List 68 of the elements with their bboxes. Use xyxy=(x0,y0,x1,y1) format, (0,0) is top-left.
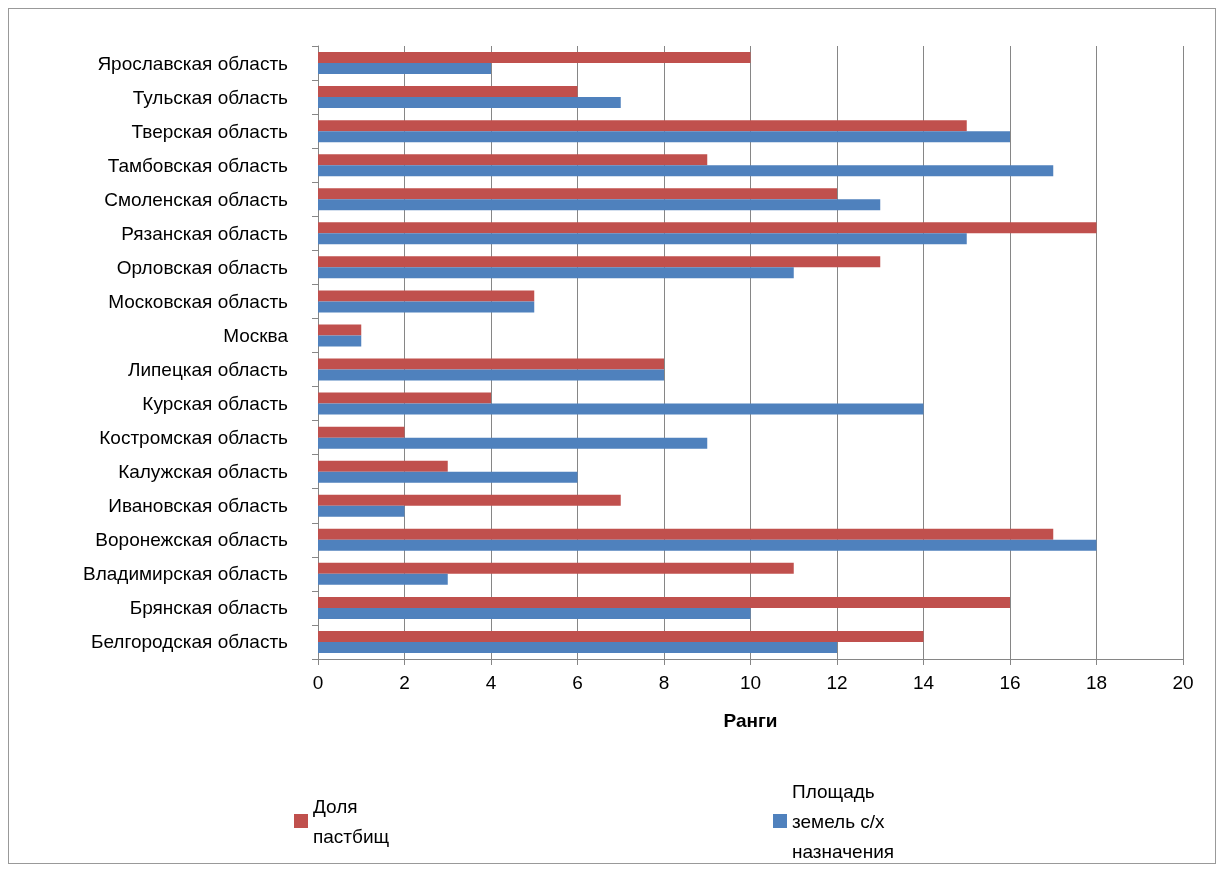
x-tick-label: 14 xyxy=(912,672,935,693)
bar xyxy=(318,301,535,313)
x-tick-label: 10 xyxy=(739,672,762,693)
x-tick-label: 18 xyxy=(1085,672,1108,693)
bar xyxy=(318,222,1097,234)
bar xyxy=(318,471,578,483)
bar xyxy=(318,267,794,279)
y-tick-label: Владимирская область xyxy=(83,563,289,585)
x-tick-label: 6 xyxy=(572,672,583,693)
x-tick-label: 2 xyxy=(399,672,410,693)
bar xyxy=(318,607,751,619)
bar xyxy=(318,528,1054,540)
bar xyxy=(318,460,448,472)
y-tick-label: Рязанская область xyxy=(121,222,289,244)
x-tick-label: 0 xyxy=(312,672,324,693)
bar xyxy=(318,562,794,574)
bar xyxy=(318,335,362,347)
bar xyxy=(318,233,967,245)
bar xyxy=(318,188,837,200)
legend-label: Площадь земель с/х назначения xyxy=(792,780,895,862)
bar xyxy=(318,573,448,585)
bar xyxy=(318,290,535,302)
legend-label: Доля пастбищ xyxy=(313,795,390,847)
y-tick-label: Смоленская область xyxy=(104,188,289,210)
bar xyxy=(318,154,708,166)
y-tick-label: Курская область xyxy=(142,393,289,415)
bar xyxy=(318,539,1097,551)
y-tick-label: Воронежская область xyxy=(95,529,289,551)
x-tick-label: 4 xyxy=(485,672,497,693)
y-tick-label: Тамбовская область xyxy=(107,154,289,176)
bar xyxy=(318,426,405,438)
bar xyxy=(318,403,924,415)
y-tick-label: Ярославская область xyxy=(97,52,289,74)
x-tick-label: 12 xyxy=(826,672,848,693)
x-axis-title: Ранги xyxy=(723,710,778,731)
x-tick-label: 8 xyxy=(658,672,670,693)
bar xyxy=(318,165,1054,177)
y-tick-label: Липецкая область xyxy=(127,359,289,381)
bar xyxy=(318,505,405,517)
x-tick-label: 16 xyxy=(999,672,1021,693)
y-tick-label: Москва xyxy=(223,324,289,346)
bar xyxy=(318,437,708,449)
bar xyxy=(318,52,751,64)
y-tick-label: Московская область xyxy=(108,290,289,312)
y-tick-label: Белгородская область xyxy=(90,631,289,653)
bar xyxy=(318,369,664,381)
bar xyxy=(318,324,362,336)
bar xyxy=(318,256,881,268)
bar xyxy=(318,358,664,370)
x-tick-label: 20 xyxy=(1172,672,1194,693)
bar xyxy=(318,131,1010,143)
bar xyxy=(318,97,621,109)
bar xyxy=(318,494,621,506)
y-tick-label: Орловская область xyxy=(116,256,289,278)
bar xyxy=(318,199,881,211)
y-tick-label: Калужская область xyxy=(118,461,289,483)
y-tick-label: Ивановская область xyxy=(108,495,289,517)
bar xyxy=(318,641,837,653)
y-tick-label: Брянская область xyxy=(129,597,289,619)
y-tick-label: Тверская область xyxy=(131,120,289,142)
bar xyxy=(318,120,967,132)
y-tick-label: Тульская область xyxy=(132,86,289,108)
bar xyxy=(318,86,578,98)
bar xyxy=(318,596,1010,608)
y-tick-label: Костромская область xyxy=(99,427,289,449)
bar xyxy=(318,392,491,404)
bar xyxy=(318,630,924,642)
bar xyxy=(318,63,491,75)
